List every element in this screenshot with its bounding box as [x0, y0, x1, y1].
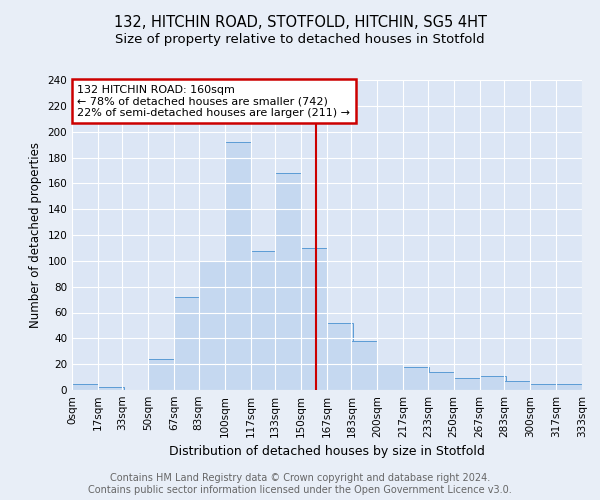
Bar	[504, 381, 530, 390]
Bar	[301, 248, 327, 390]
Bar	[403, 367, 430, 390]
Bar	[148, 359, 175, 390]
Bar	[224, 142, 251, 390]
Text: Size of property relative to detached houses in Stotfold: Size of property relative to detached ho…	[115, 32, 485, 46]
Bar	[327, 323, 353, 390]
Bar	[556, 384, 582, 390]
Bar	[352, 341, 377, 390]
Y-axis label: Number of detached properties: Number of detached properties	[29, 142, 42, 328]
X-axis label: Distribution of detached houses by size in Stotfold: Distribution of detached houses by size …	[169, 446, 485, 458]
Bar	[530, 384, 556, 390]
Bar	[199, 261, 224, 390]
Bar	[98, 388, 124, 390]
Bar	[275, 173, 301, 390]
Bar	[251, 250, 277, 390]
Bar	[377, 364, 403, 390]
Bar	[479, 376, 506, 390]
Bar	[428, 372, 454, 390]
Bar	[175, 297, 200, 390]
Text: Contains HM Land Registry data © Crown copyright and database right 2024.
Contai: Contains HM Land Registry data © Crown c…	[88, 474, 512, 495]
Bar	[454, 378, 479, 390]
Text: 132, HITCHIN ROAD, STOTFOLD, HITCHIN, SG5 4HT: 132, HITCHIN ROAD, STOTFOLD, HITCHIN, SG…	[113, 15, 487, 30]
Bar	[72, 384, 98, 390]
Text: 132 HITCHIN ROAD: 160sqm
← 78% of detached houses are smaller (742)
22% of semi-: 132 HITCHIN ROAD: 160sqm ← 78% of detach…	[77, 84, 350, 118]
